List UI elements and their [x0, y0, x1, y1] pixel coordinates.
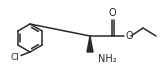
Text: O: O	[125, 31, 133, 41]
Text: Cl: Cl	[10, 52, 19, 61]
Text: O: O	[108, 8, 116, 18]
Text: NH₂: NH₂	[98, 54, 117, 64]
Polygon shape	[87, 36, 93, 52]
